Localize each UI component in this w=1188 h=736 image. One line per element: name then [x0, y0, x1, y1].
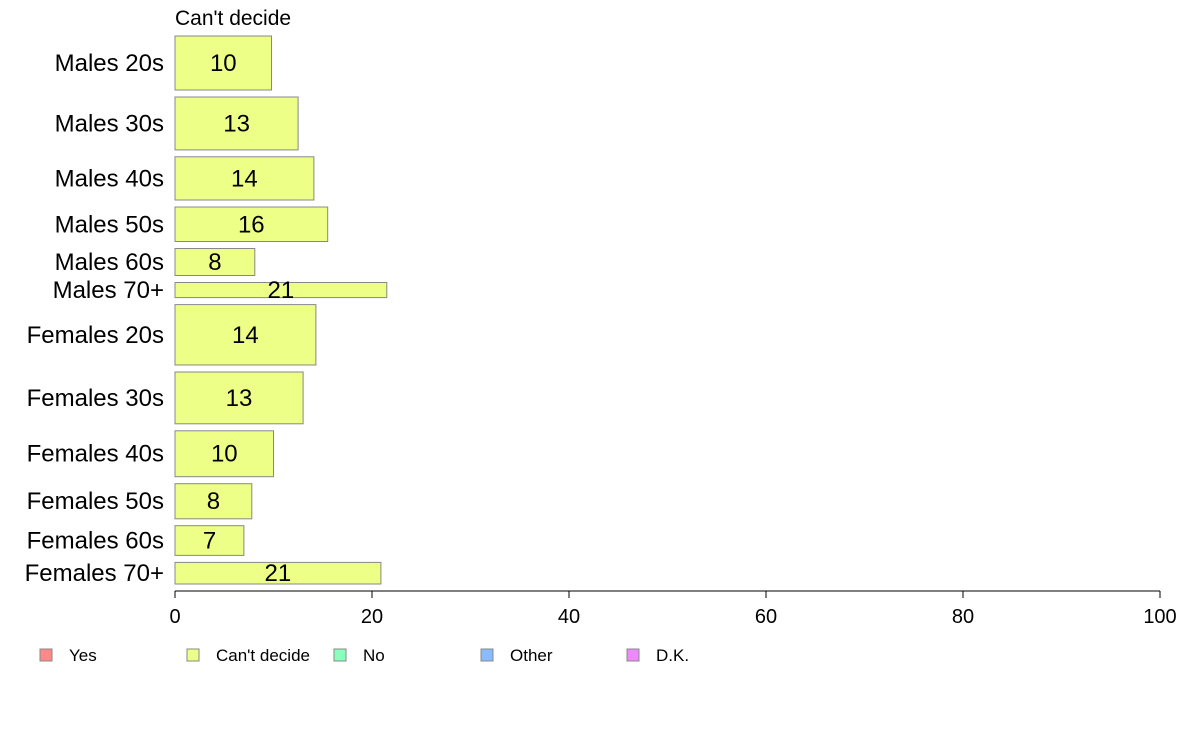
legend: Yes Can't decide No Other D.K.: [39, 646, 689, 665]
legend-label: Can't decide: [216, 646, 310, 665]
x-tick-label: 40: [558, 606, 580, 628]
category-label: Males 20s: [55, 50, 164, 77]
legend-label: Other: [510, 646, 553, 665]
legend-swatch: [186, 648, 200, 662]
category-label: Females 60s: [27, 528, 164, 555]
legend-swatch: [333, 648, 347, 662]
legend-label: Yes: [69, 646, 97, 665]
bar: [174, 156, 315, 201]
bar: [174, 483, 253, 520]
bar-value-label: 21: [265, 560, 292, 587]
bar-value-label: 16: [238, 211, 265, 238]
bar-value-label: 13: [223, 110, 250, 137]
x-tick-label: 100: [1143, 606, 1176, 628]
bar-value-label: 14: [232, 322, 259, 349]
bar-value-label: 10: [210, 50, 237, 77]
bar: [174, 304, 317, 366]
bar: [174, 282, 388, 299]
legend-label: D.K.: [656, 646, 689, 665]
legend-swatch: [626, 648, 640, 662]
category-label: Males 60s: [55, 249, 164, 276]
bar-value-label: 10: [211, 441, 238, 468]
category-label: Females 70+: [25, 560, 164, 587]
category-label: Males 70+: [53, 277, 164, 304]
x-tick-label: 20: [361, 606, 383, 628]
x-tick-label: 0: [169, 606, 180, 628]
legend-swatch: [480, 648, 494, 662]
category-label: Males 30s: [55, 110, 164, 137]
x-axis: 0 20 40 60 80 100: [169, 590, 1177, 628]
bar-value-label: 13: [226, 385, 253, 412]
bar: [174, 561, 382, 585]
category-label: Females 20s: [27, 322, 164, 349]
legend-swatch: [39, 648, 53, 662]
bar-value-label: 21: [268, 277, 295, 304]
bar-value-label: 8: [207, 488, 220, 515]
category-label: Females 50s: [27, 488, 164, 515]
bar-value-label: 8: [208, 249, 221, 276]
bar: [174, 35, 272, 91]
bar: [174, 371, 304, 425]
x-tick-label: 60: [755, 606, 777, 628]
chart-title: Can't decide: [175, 7, 291, 30]
bar-value-label: 14: [231, 165, 258, 192]
bar-value-label: 7: [203, 528, 216, 555]
bar: [174, 430, 274, 478]
bar: [174, 248, 256, 276]
category-label: Males 40s: [55, 165, 164, 192]
category-label: Females 40s: [27, 441, 164, 468]
bars-group: Males 20s 10 Males 30s 13 Males 40s 14 Males 5…: [25, 35, 388, 587]
x-tick-label: 80: [952, 606, 974, 628]
category-label: Males 50s: [55, 211, 164, 238]
bar: [174, 206, 329, 242]
bar: [174, 96, 299, 151]
bar: [174, 525, 245, 556]
legend-label: No: [363, 646, 385, 665]
category-label: Females 30s: [27, 385, 164, 412]
